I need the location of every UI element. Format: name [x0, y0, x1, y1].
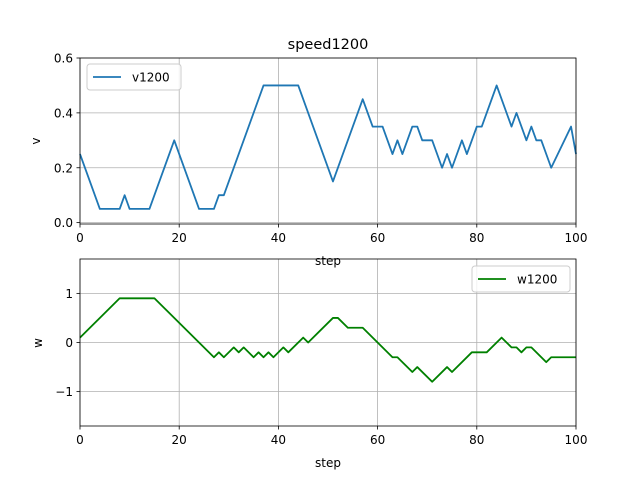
y-tick-label: −1 — [55, 385, 73, 399]
y-tick-label: 0.0 — [54, 216, 73, 230]
x-axis-label: step — [315, 254, 341, 268]
x-tick-label: 20 — [172, 433, 187, 447]
x-tick-label: 100 — [565, 231, 588, 245]
x-axis-label: step — [315, 456, 341, 470]
x-tick-label: 0 — [76, 231, 84, 245]
x-tick-label: 80 — [469, 231, 484, 245]
legend-label-v1200: v1200 — [132, 71, 170, 85]
legend-box — [471, 265, 571, 293]
y-tick-label: 0.4 — [54, 106, 73, 120]
legend: v1200 — [86, 63, 182, 91]
legend: w1200 — [471, 265, 571, 293]
y-axis-ticks: −1 0 1 — [55, 287, 80, 399]
y-tick-label: 0.2 — [54, 161, 73, 175]
y-axis-ticks: 0.0 0.2 0.4 0.6 — [54, 52, 80, 230]
y-tick-label: 0.6 — [54, 52, 73, 66]
x-tick-label: 100 — [565, 433, 588, 447]
y-axis-label: v — [29, 137, 43, 144]
y-tick-label: 1 — [65, 287, 73, 301]
speed-chart: speed1200 0 20 40 60 80 100 0.0 0.2 0.4 0.6 step… — [29, 37, 587, 268]
x-tick-label: 20 — [172, 231, 187, 245]
series-line-w1200 — [79, 297, 576, 383]
chart-title: speed1200 — [288, 37, 369, 53]
axes-frame — [79, 57, 577, 225]
y-axis-label: w — [31, 338, 45, 348]
x-tick-label: 60 — [370, 433, 385, 447]
series-lines — [79, 297, 576, 383]
x-axis-ticks: 0 20 40 60 80 100 — [76, 426, 587, 447]
x-tick-label: 80 — [469, 433, 484, 447]
x-tick-label: 40 — [271, 231, 286, 245]
x-axis-ticks: 0 20 40 60 80 100 — [76, 224, 587, 245]
x-tick-label: 40 — [271, 433, 286, 447]
y-tick-label: 0 — [65, 336, 73, 350]
series-line-v1200 — [79, 84, 577, 210]
x-tick-label: 0 — [76, 433, 84, 447]
x-tick-label: 60 — [370, 231, 385, 245]
legend-label-w1200: w1200 — [517, 273, 557, 287]
angular-chart: 0 20 40 60 80 100 −1 0 1 step w w1200 — [31, 258, 587, 470]
legend-box — [86, 63, 182, 91]
series-lines — [79, 84, 577, 210]
